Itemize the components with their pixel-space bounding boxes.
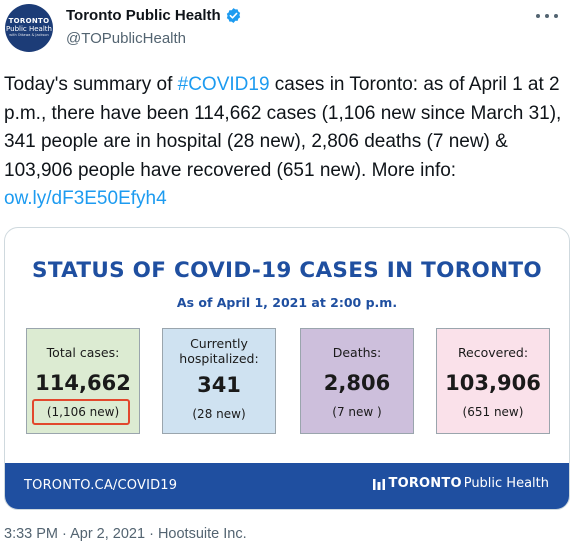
- avatar[interactable]: TORONTO Public Health with Ottawa & Jack…: [5, 4, 53, 52]
- stat-new: (1,106 new): [46, 405, 120, 419]
- footer-logo-public-health: Public Health: [463, 476, 549, 491]
- author-handle[interactable]: @TOPublicHealth: [66, 30, 186, 47]
- media-card[interactable]: STATUS OF COVID-19 CASES IN TORONTO As o…: [4, 227, 570, 510]
- stat-new: (651 new): [462, 405, 524, 419]
- author-display-name[interactable]: Toronto Public Health: [66, 7, 221, 24]
- hashtag-link[interactable]: #COVID19: [177, 74, 270, 95]
- verified-badge-icon: [226, 8, 240, 23]
- stat-value: 341: [197, 373, 241, 397]
- footer-url: TORONTO.CA/COVID19: [24, 478, 178, 493]
- avatar-text-tagline: with Ottawa & Jackson: [9, 33, 49, 37]
- highlight-box: [32, 399, 130, 425]
- card-title: STATUS OF COVID-19 CASES IN TORONTO: [32, 258, 542, 283]
- stat-value: 103,906: [445, 371, 541, 395]
- toronto-city-hall-icon: [372, 478, 385, 490]
- stat-recovered: Recovered: 103,906 (651 new): [436, 328, 550, 434]
- card-footer: TORONTO.CA/COVID19 TORONTO Public Health: [5, 463, 569, 509]
- tweet-timestamp[interactable]: 3:33 PM · Apr 2, 2021 · Hootsuite Inc.: [4, 526, 247, 542]
- tweet-text: Today's summary of #COVID19 cases in Tor…: [4, 71, 570, 214]
- stat-label: Deaths:: [332, 345, 382, 360]
- stat-value: 114,662: [35, 371, 131, 395]
- stat-label: Currently hospitalized:: [179, 336, 259, 366]
- stat-deaths: Deaths: 2,806 (7 new ): [300, 328, 414, 434]
- more-options-icon[interactable]: [536, 12, 558, 20]
- more-info-link[interactable]: ow.ly/dF3E50Efyh4: [4, 188, 167, 210]
- footer-logo-toronto: TORONTO: [388, 476, 462, 491]
- stat-new: (7 new ): [332, 405, 382, 419]
- stat-hospitalized: Currently hospitalized: 341 (28 new): [162, 328, 276, 434]
- author-name-row: Toronto Public Health: [66, 7, 242, 24]
- card-subtitle: As of April 1, 2021 at 2:00 p.m.: [176, 295, 398, 310]
- avatar-text-toronto: TORONTO: [8, 17, 50, 26]
- toronto-logo: TORONTO Public Health: [372, 476, 549, 491]
- stat-label: Total cases:: [46, 345, 120, 360]
- stat-label: Recovered:: [457, 345, 529, 360]
- stat-total-cases: Total cases: 114,662 (1,106 new): [26, 328, 140, 434]
- tweet-text-body: cases in Toronto: as of April 1 at 2 p.m…: [4, 74, 567, 181]
- avatar-text-public-health: Public Health: [6, 24, 52, 33]
- stat-value: 2,806: [323, 371, 391, 395]
- stat-new: (28 new): [192, 407, 246, 421]
- tweet-text-intro: Today's summary of: [4, 74, 178, 95]
